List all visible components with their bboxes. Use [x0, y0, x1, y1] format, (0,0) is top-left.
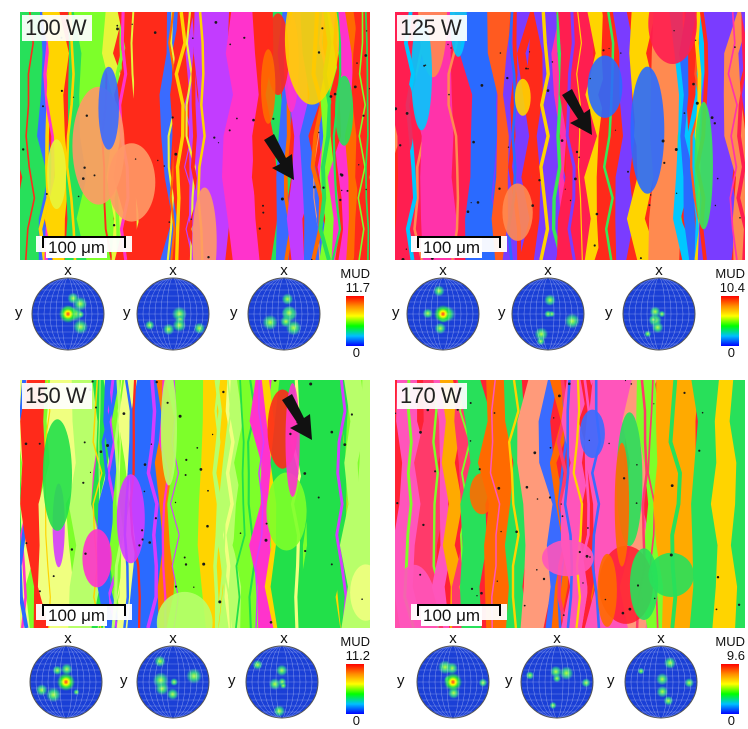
mud-gradient	[721, 296, 739, 346]
pf-y-label: y	[505, 672, 513, 689]
pole-figure	[520, 645, 594, 719]
pf-x-label: x	[64, 630, 72, 647]
power-label: 100 W	[22, 15, 93, 41]
pole-figure	[416, 645, 490, 719]
pf-x-label: x	[169, 262, 177, 279]
pole-figure	[245, 645, 319, 719]
panel-150w: 150 W 100 μm x x y x y MUD 11.2 0	[20, 380, 370, 728]
pole-figure-row: x y x y x y MUD 9.6 0	[395, 630, 745, 728]
pole-figure-row: x x y x y MUD 11.2 0	[20, 630, 370, 728]
pf-x-label: x	[449, 630, 457, 647]
mud-gradient	[346, 296, 364, 346]
pf-x-label: x	[657, 630, 665, 647]
grain-map	[20, 12, 370, 260]
ebsd-map: 100 W 100 μm	[20, 12, 370, 260]
mud-title: MUD	[340, 266, 370, 281]
pf-y-label: y	[607, 672, 615, 689]
scale-bar-label: 100 μm	[46, 606, 108, 626]
arrow-icon	[562, 89, 592, 135]
pole-figure	[622, 277, 696, 351]
arrow-icon	[282, 394, 312, 440]
ebsd-map: 125 W 100 μm	[395, 12, 745, 260]
mud-title: MUD	[340, 634, 370, 649]
panel-170w: 170 W 100 μm x y x y x y MUD 9.6 0	[395, 380, 745, 728]
panel-125w: 125 W 100 μm x y x y x y MUD 10.4 0	[392, 12, 745, 360]
pole-figure	[136, 277, 210, 351]
pole-figure	[247, 277, 321, 351]
mud-gradient	[721, 664, 739, 714]
pf-y-label: y	[120, 672, 128, 689]
pole-figure	[136, 645, 210, 719]
mud-min: 0	[727, 713, 735, 728]
pf-y-label: y	[15, 304, 23, 321]
mud-min: 0	[352, 713, 360, 728]
pf-y-label: y	[230, 304, 238, 321]
power-label: 170 W	[397, 383, 468, 409]
scale-bar-label: 100 μm	[46, 238, 108, 258]
scale-bar: 100 μm	[36, 604, 132, 626]
power-label: 150 W	[22, 383, 93, 409]
pf-y-label: y	[228, 672, 236, 689]
mud-colorbar: MUD 9.6 0	[711, 634, 745, 728]
mud-colorbar: MUD 10.4 0	[711, 266, 745, 360]
pf-x-label: x	[280, 262, 288, 279]
scale-bar: 100 μm	[411, 236, 507, 258]
scale-bar: 100 μm	[411, 604, 507, 626]
arrow-icon	[264, 134, 294, 180]
mud-colorbar: MUD 11.2 0	[336, 634, 370, 728]
pf-y-label: y	[392, 304, 400, 321]
pole-figure	[624, 645, 698, 719]
grain-map	[395, 12, 745, 260]
pole-figure-row: x y x y x y MUD 10.4 0	[392, 262, 745, 360]
grain-map	[395, 380, 745, 628]
mud-max: 11.2	[345, 648, 370, 663]
pole-figure	[31, 277, 105, 351]
pf-x-label: x	[280, 630, 288, 647]
pf-y-label: y	[605, 304, 613, 321]
scale-bar: 100 μm	[36, 236, 132, 258]
mud-max: 10.4	[719, 280, 745, 295]
mud-max: 9.6	[726, 648, 745, 663]
mud-title: MUD	[715, 266, 745, 281]
scale-bar-label: 100 μm	[421, 606, 483, 626]
pole-figure	[29, 645, 103, 719]
pf-x-label: x	[655, 262, 663, 279]
pf-x-label: x	[553, 630, 561, 647]
pf-y-label: y	[498, 304, 506, 321]
pf-x-label: x	[169, 630, 177, 647]
power-label: 125 W	[397, 15, 468, 41]
mud-min: 0	[352, 345, 360, 360]
panel-100w: 100 W 100 μm x y x y x y MUD 11.7 0	[15, 12, 370, 360]
pole-figure-row: x y x y x y MUD 11.7 0	[15, 262, 370, 360]
grain-map	[20, 380, 370, 628]
pf-y-label: y	[397, 672, 405, 689]
pf-y-label: y	[123, 304, 131, 321]
ebsd-map: 150 W 100 μm	[20, 380, 370, 628]
mud-min: 0	[727, 345, 735, 360]
scale-bar-label: 100 μm	[421, 238, 483, 258]
mud-colorbar: MUD 11.7 0	[336, 266, 370, 360]
pf-x-label: x	[64, 262, 72, 279]
pole-figure	[511, 277, 585, 351]
pf-x-label: x	[544, 262, 552, 279]
ebsd-map: 170 W 100 μm	[395, 380, 745, 628]
mud-max: 11.7	[345, 280, 370, 295]
mud-title: MUD	[715, 634, 745, 649]
mud-gradient	[346, 664, 364, 714]
pole-figure	[406, 277, 480, 351]
pf-x-label: x	[439, 262, 447, 279]
